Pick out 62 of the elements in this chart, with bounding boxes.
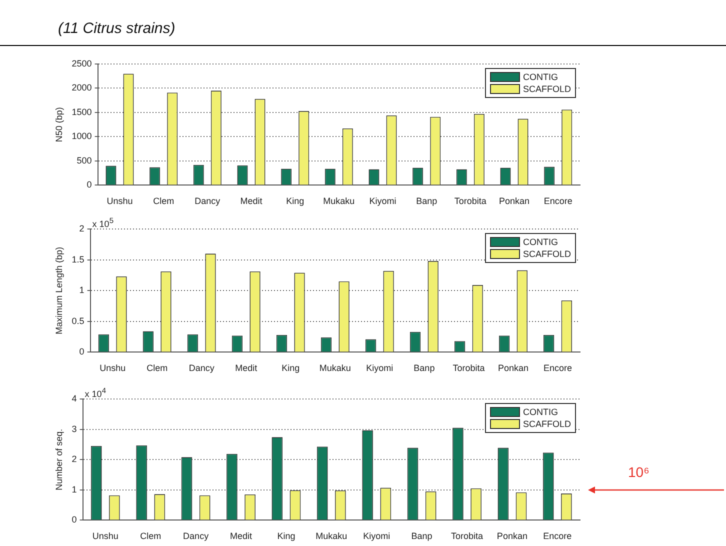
x-tick-label: Ponkan [498, 363, 528, 374]
x-tick-label: Dancy [194, 196, 221, 206]
chart-title: (11 Citrus strains) [58, 20, 176, 37]
x-tick-label: Torobita [452, 363, 485, 374]
legend-label: SCAFFOLD [523, 249, 572, 259]
x-tick-label: Torobita [450, 531, 484, 542]
y-tick-label: 1 [72, 484, 77, 494]
legend-label: SCAFFOLD [523, 419, 572, 429]
y-tick-label: 0 [86, 180, 92, 190]
x-tick-label: King [277, 531, 296, 542]
y-tick-label: 3 [72, 424, 77, 434]
x-tick-label: Encore [544, 196, 572, 206]
x-tick-label: Unshu [106, 196, 133, 206]
x-tick-label: Unshu [92, 531, 118, 542]
y-tick-label: 2 [79, 223, 84, 234]
x-tick-label: King [286, 196, 304, 206]
y-tick-label: 2500 [72, 58, 92, 68]
x-tick-label: Encore [543, 531, 572, 542]
legend-label: SCAFFOLD [523, 84, 572, 94]
y-tick-label: 1.5 [72, 254, 84, 264]
x-tick-label: Mukaku [316, 531, 348, 542]
x-tick-label: Clem [146, 363, 168, 374]
y-axis-title: Number of seq. [54, 428, 64, 490]
legend-label: CONTIG [523, 72, 558, 82]
text: x 10$^{5}$ [92, 216, 114, 229]
y-axis-title: N50 (bp) [54, 107, 64, 142]
y-tick-label: 1000 [72, 131, 92, 142]
y-tick-label: 0 [79, 346, 84, 357]
x-tick-label: Banp [411, 531, 432, 542]
x-tick-label: Unshu [100, 363, 126, 374]
y-tick-label: 500 [76, 155, 92, 166]
x-tick-label: Medit [230, 531, 253, 542]
x-tick-label: Ponkan [496, 531, 528, 542]
x-tick-label: Kiyomi [369, 196, 396, 206]
x-tick-label: Medit [240, 196, 263, 206]
x-tick-label: Clem [140, 531, 162, 542]
x-tick-label: Kiyomi [366, 363, 394, 374]
y-tick-label: 2000 [72, 82, 92, 93]
x-tick-label: Dancy [183, 531, 210, 542]
x-tick-label: Encore [543, 363, 572, 374]
x-tick-label: Banp [414, 363, 435, 374]
y-tick-label: 1 [79, 285, 84, 296]
y-tick-label: 1500 [72, 106, 92, 117]
y-tick-label: 0 [72, 514, 77, 525]
legend-label: CONTIG [523, 407, 558, 417]
x-tick-label: Mukaku [323, 196, 355, 206]
text: 10⁶ [628, 464, 650, 480]
x-tick-label: Mukaku [319, 363, 351, 374]
y-axis-title: Maximum Length (bp) [54, 246, 64, 334]
legend-label: CONTIG [523, 237, 558, 247]
x-tick-label: Torobita [454, 196, 486, 206]
x-tick-label: Dancy [188, 363, 215, 374]
x-tick-label: Medit [235, 363, 258, 374]
x-tick-label: Kiyomi [363, 531, 390, 542]
x-tick-label: Ponkan [498, 196, 530, 206]
y-tick-label: 0.5 [72, 316, 84, 326]
x-tick-label: Clem [153, 196, 174, 206]
y-tick-label: 2 [72, 454, 77, 464]
x-tick-label: Banp [416, 196, 438, 206]
x-tick-label: King [282, 363, 300, 374]
text: x 10$^{4}$ [84, 386, 106, 399]
y-tick-label: 4 [72, 393, 77, 404]
